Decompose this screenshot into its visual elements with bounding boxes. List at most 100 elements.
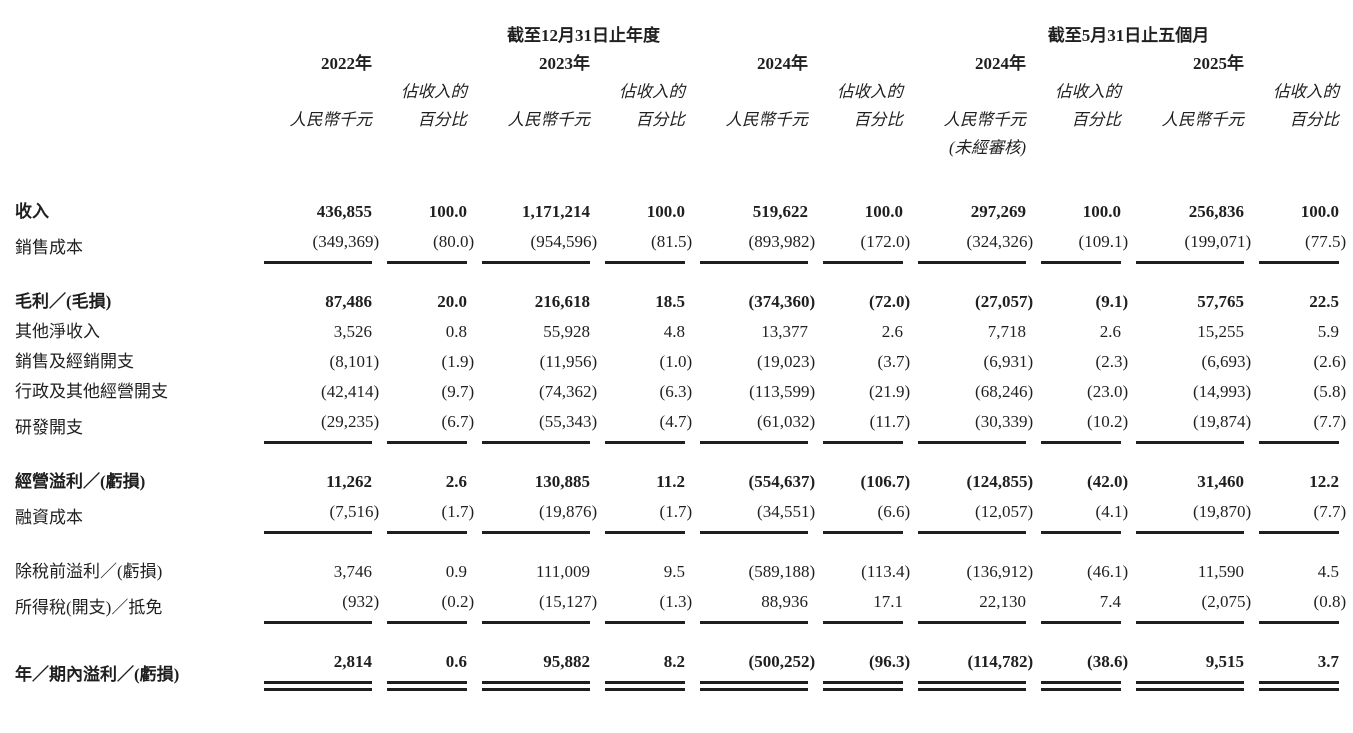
cell-value: (72.0) xyxy=(869,292,911,311)
amount-cell: 95,882 xyxy=(482,624,590,691)
empty-cell xyxy=(15,50,249,78)
pct-cell: 2.6 xyxy=(1041,318,1121,348)
cell-value: (2,075) xyxy=(1201,592,1252,611)
amount-cell: 2,814 xyxy=(264,624,372,691)
amount-cell: 9,515 xyxy=(1136,624,1244,691)
cell-value: 87,486 xyxy=(325,292,372,311)
row-label: 年／期內溢利／(虧損) xyxy=(15,665,180,684)
cell-value: (6.3) xyxy=(659,382,693,401)
amount-cell: (349,369) xyxy=(264,228,379,264)
amount-cell: (19,870) xyxy=(1136,498,1251,534)
amount-cell: (893,982) xyxy=(700,228,815,264)
period-group-annual: 截至12月31日止年度 xyxy=(507,26,660,45)
empty-cell xyxy=(1041,50,1121,78)
amount-cell: (15,127) xyxy=(482,588,597,624)
pct-cell: 0.9 xyxy=(387,534,467,588)
empty-cell xyxy=(918,78,1026,106)
amount-cell: (954,596) xyxy=(482,228,597,264)
pct-of-revenue-header: 佔收入的 xyxy=(619,82,685,101)
cell-value: 11,590 xyxy=(1197,562,1244,581)
pct-cell: (1.9) xyxy=(387,348,475,378)
table-body: 收入 436,855 100.0 1,171,214 100.0 519,622 100.0… xyxy=(15,162,1346,691)
percentage-header: 百分比 xyxy=(635,110,686,129)
cell-value: 7.4 xyxy=(1099,592,1121,611)
table-row: 經營溢利／(虧損) 11,262 2.6 130,885 11.2 (554,637) (1… xyxy=(15,444,1339,498)
amount-cell: 87,486 xyxy=(264,264,372,318)
pct-cell: (81.5) xyxy=(605,228,692,264)
table-row: 銷售及經銷開支 (8,101) (1.9) (11,956) (1.0) (19,023)… xyxy=(15,348,1346,378)
table-row: 其他淨收入 3,526 0.8 55,928 4.8 13,377 2.6 7,718 2.6 1… xyxy=(15,318,1339,348)
row-label: 其他淨收入 xyxy=(15,322,100,341)
empty-cell xyxy=(1259,134,1339,162)
pct-cell: 100.0 xyxy=(1259,162,1339,228)
amount-cell: (554,637) xyxy=(700,444,816,498)
cell-value: (1.7) xyxy=(659,502,693,521)
amount-cell: 1,171,214 xyxy=(482,162,590,228)
pct-cell: 100.0 xyxy=(1041,162,1121,228)
percentage-header: 百分比 xyxy=(417,110,468,129)
cell-value: 4.8 xyxy=(663,322,685,341)
row-label: 融資成本 xyxy=(15,508,83,527)
row-label: 所得稅(開支)／抵免 xyxy=(15,598,163,617)
amount-cell: (113,599) xyxy=(700,378,815,408)
cell-value: 12.2 xyxy=(1309,472,1339,491)
empty-cell xyxy=(823,134,903,162)
cell-value: (15,127) xyxy=(539,592,598,611)
pct-of-revenue-header: 佔收入的 xyxy=(1273,82,1339,101)
amount-cell: 13,377 xyxy=(700,318,808,348)
cell-value: (2.3) xyxy=(1095,352,1129,371)
pct-cell: (7.7) xyxy=(1259,498,1346,534)
pct-cell: (2.3) xyxy=(1041,348,1129,378)
amount-cell: 11,262 xyxy=(264,444,372,498)
cell-value: (61,032) xyxy=(757,412,816,431)
cell-value: 2.6 xyxy=(1099,322,1121,341)
pct-cell: 100.0 xyxy=(387,162,467,228)
cell-value: 9.5 xyxy=(663,562,685,581)
pct-cell: (72.0) xyxy=(823,264,910,318)
amount-cell: (61,032) xyxy=(700,408,815,444)
cell-value: (42,414) xyxy=(321,382,380,401)
row-label: 銷售及經銷開支 xyxy=(15,352,134,371)
amount-cell: (374,360) xyxy=(700,264,816,318)
cell-value: 11,262 xyxy=(326,472,372,491)
cell-value: (19,023) xyxy=(757,352,816,371)
amount-cell: 436,855 xyxy=(264,162,372,228)
amount-cell: (19,876) xyxy=(482,498,597,534)
pct-header-row-1: 佔收入的 佔收入的 佔收入的 佔收入的 佔收入的 xyxy=(15,78,1339,106)
cell-value: (80.0) xyxy=(433,232,475,251)
pct-cell: 22.5 xyxy=(1259,264,1339,318)
period-group-row: 截至12月31日止年度 截至5月31日止五個月 xyxy=(15,12,1339,50)
cell-value: 216,618 xyxy=(534,292,590,311)
cell-value: (77.5) xyxy=(1305,232,1347,251)
amount-cell: 216,618 xyxy=(482,264,590,318)
cell-value: (106.7) xyxy=(860,472,911,491)
cell-value: (23.0) xyxy=(1087,382,1129,401)
amount-cell: (124,855) xyxy=(918,444,1034,498)
pct-cell: (42.0) xyxy=(1041,444,1128,498)
empty-cell xyxy=(1136,78,1244,106)
currency-unit-header: 人民幣千元 xyxy=(507,110,591,129)
pct-cell: 2.6 xyxy=(823,318,903,348)
empty-cell xyxy=(482,134,590,162)
empty-cell xyxy=(387,50,467,78)
year-header: 2023年 xyxy=(539,54,590,73)
cell-value: (4.1) xyxy=(1095,502,1129,521)
pct-cell: (38.6) xyxy=(1041,624,1128,691)
cell-value: 100.0 xyxy=(646,202,685,221)
amount-cell: 519,622 xyxy=(700,162,808,228)
table-row: 融資成本 (7,516) (1.7) (19,876) (1.7) (34,551) (6.… xyxy=(15,498,1346,534)
cell-value: (0.8) xyxy=(1313,592,1347,611)
cell-value: 0.8 xyxy=(445,322,467,341)
row-label: 研發開支 xyxy=(15,418,83,437)
cell-value: (34,551) xyxy=(757,502,816,521)
cell-value: (6,931) xyxy=(983,352,1034,371)
cell-value: (4.7) xyxy=(659,412,693,431)
cell-value: 4.5 xyxy=(1317,562,1339,581)
pct-cell: (113.4) xyxy=(823,534,910,588)
cell-value: (954,596) xyxy=(530,232,598,251)
cell-value: (96.3) xyxy=(869,652,911,671)
cell-value: (113.4) xyxy=(861,562,911,581)
percentage-header: 百分比 xyxy=(853,110,904,129)
cell-value: 9,515 xyxy=(1205,652,1244,671)
amount-cell: 22,130 xyxy=(918,588,1026,624)
